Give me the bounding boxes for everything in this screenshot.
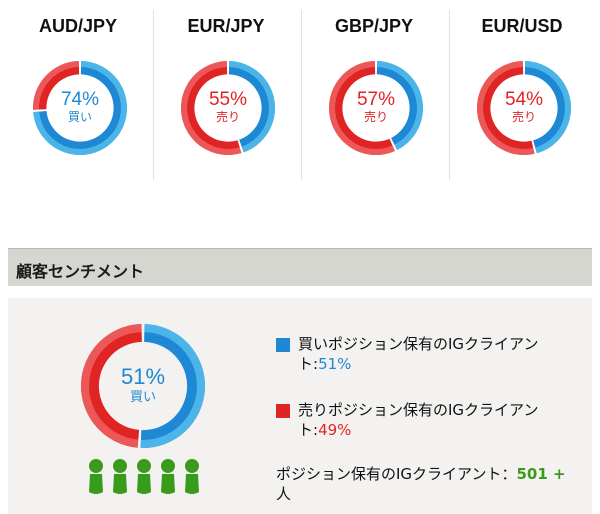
buy-swatch (276, 338, 290, 352)
donut-chart (476, 61, 571, 155)
people-icons (86, 458, 206, 498)
sell-swatch (276, 404, 290, 418)
donut-chart (329, 61, 423, 155)
person-icon (185, 459, 199, 494)
clients-text: ポジション保有のIGクライアント： (276, 465, 517, 483)
pair-title: AUD/JPY (38, 16, 118, 36)
section-title: 顧客センチメント (16, 264, 145, 281)
percent-label: 54% (504, 89, 544, 110)
side-label: 買い (129, 389, 156, 404)
legend-sell: 売りポジション保有のIGクライアント:49% (276, 400, 576, 444)
percent-label: 57% (356, 89, 396, 110)
sentiment-donut: 55% 売り (180, 60, 276, 156)
client-sentiment-panel: 51% 買い 買いポジション保有のIGクライアント:51% 売りポジション保有の… (8, 298, 592, 514)
pair-title: EUR/JPY (187, 16, 265, 36)
person-icon (161, 459, 175, 494)
pair-eur-jpy[interactable]: EUR/JPY 55% 売り (152, 0, 300, 180)
sentiment-donut: 57% 売り (328, 60, 424, 156)
sell-segment (33, 61, 80, 110)
currency-pair-row: AUD/JPY 74% 買い EUR/JPY 55% 売り GBP/JPY 57… (0, 0, 600, 180)
sell-legend-text: 売りポジション保有のIGクライアント: (298, 401, 539, 439)
clients-unit: 人 (276, 485, 292, 503)
buy-segment-highlight (140, 324, 205, 448)
client-sentiment-donut: 51% 買い (80, 323, 206, 449)
sell-value: 49% (318, 421, 352, 439)
donut-chart (180, 61, 275, 155)
sell-segment (180, 61, 242, 155)
donut-chart (81, 324, 205, 448)
person-icon (89, 459, 103, 494)
side-label: 売り (215, 110, 240, 124)
divider (449, 10, 450, 180)
sell-segment-highlight (81, 324, 142, 448)
pair-title: GBP/JPY (334, 16, 414, 36)
buy-segment-highlight (229, 61, 275, 153)
clients-value: 501 + (516, 465, 566, 483)
side-label: 売り (363, 110, 388, 124)
side-label: 売り (511, 110, 536, 124)
buy-legend-text: 買いポジション保有のIGクライアント: (298, 335, 539, 373)
divider (153, 10, 154, 180)
divider (301, 10, 302, 180)
donut-chart (33, 61, 127, 155)
percent-label: 74% (60, 89, 100, 110)
side-label: 買い (67, 110, 92, 124)
person-icon (113, 459, 127, 494)
pair-title: EUR/USD (481, 16, 563, 36)
sentiment-donut: 74% 買い (32, 60, 128, 156)
sell-segment (329, 61, 395, 155)
sell-segment-highlight (33, 61, 79, 110)
pair-eur-usd[interactable]: EUR/USD 54% 売り (448, 0, 596, 180)
sentiment-donut: 54% 売り (476, 60, 572, 156)
buy-segment-highlight (377, 61, 423, 151)
person-icon (137, 459, 151, 494)
clients-count: ポジション保有のIGクライアント：501 + 人 (276, 464, 576, 504)
buy-segment-highlight (525, 61, 571, 154)
buy-value: 51% (318, 355, 352, 373)
sell-segment (476, 61, 535, 155)
percent-label: 51% (120, 364, 166, 389)
percent-label: 55% (208, 89, 248, 110)
legend-buy: 買いポジション保有のIGクライアント:51% (276, 334, 576, 378)
pair-aud-jpy[interactable]: AUD/JPY 74% 買い (4, 0, 152, 180)
pair-gbp-jpy[interactable]: GBP/JPY 57% 売り (300, 0, 448, 180)
section-header: 顧客センチメント (8, 248, 592, 286)
